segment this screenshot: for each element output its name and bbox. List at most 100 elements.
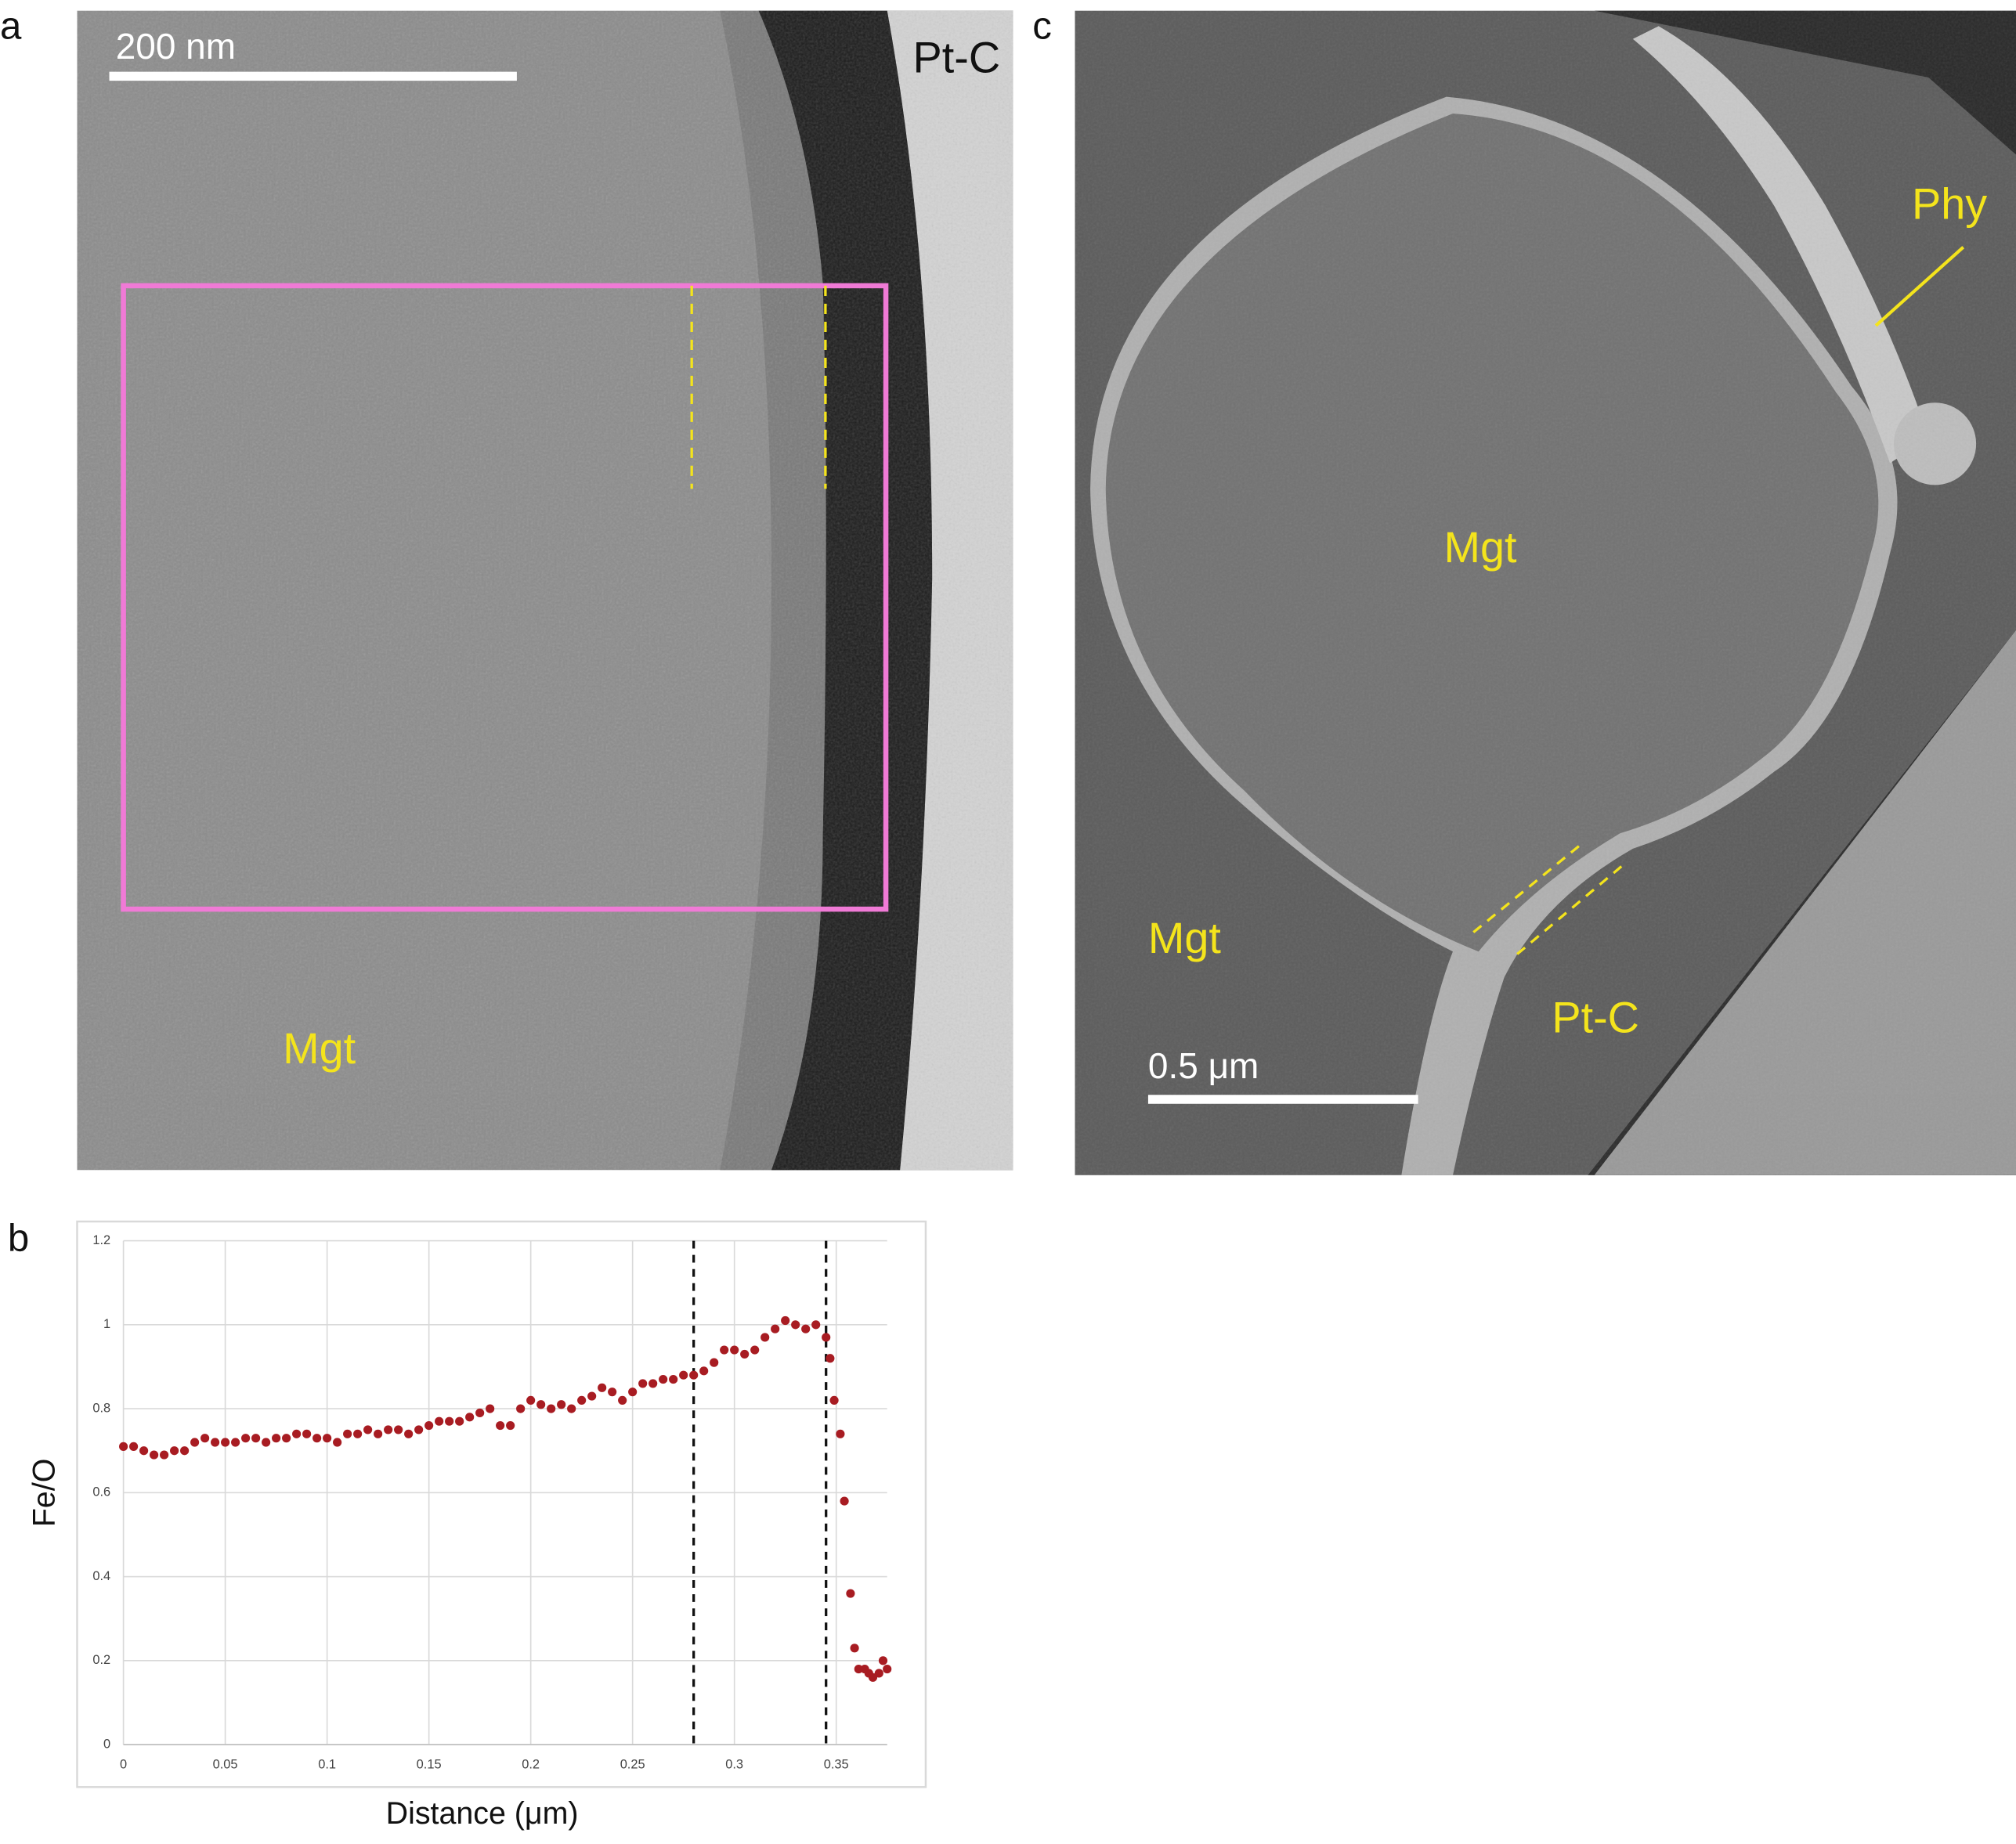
chart: 0 0.2 0.4 0.6 0.8 1 1.2 0 0.05 0.1 0.15 0.2 0.25 0.3 0… (92, 1233, 892, 1772)
data-point (699, 1366, 709, 1376)
data-point (241, 1434, 251, 1443)
data-point (496, 1420, 505, 1431)
data-point (333, 1438, 342, 1447)
data-point (547, 1404, 556, 1413)
data-point (618, 1395, 627, 1405)
data-point (180, 1446, 190, 1456)
data-point (262, 1438, 271, 1447)
data-point (577, 1395, 587, 1405)
data-point (211, 1438, 220, 1447)
data-point (475, 1408, 485, 1418)
data-point (455, 1416, 464, 1426)
data-point (874, 1669, 883, 1678)
x-tick-label: 0.15 (417, 1758, 442, 1772)
data-point (854, 1665, 863, 1674)
data-point (638, 1379, 648, 1388)
data-point (282, 1434, 291, 1443)
data-point (669, 1374, 678, 1384)
region-label: Mgt (1148, 913, 1222, 962)
data-point (649, 1379, 658, 1388)
data-point (506, 1420, 515, 1431)
data-point (801, 1324, 811, 1333)
data-point (720, 1345, 729, 1355)
data-point (846, 1589, 855, 1598)
data-point (689, 1370, 699, 1380)
data-point (850, 1644, 859, 1653)
data-point (363, 1425, 373, 1434)
data-point (598, 1383, 607, 1392)
data-point (323, 1434, 332, 1443)
data-point (836, 1429, 845, 1438)
scale-label: 200 nm (116, 26, 236, 67)
x-tick-label: 0 (120, 1758, 127, 1772)
data-point (868, 1673, 878, 1682)
y-tick-label: 1.2 (92, 1233, 110, 1247)
x-axis-title: Distance (μm) (386, 1796, 579, 1831)
data-point (445, 1416, 454, 1426)
data-point (883, 1665, 892, 1674)
data-point (139, 1446, 149, 1456)
data-point (826, 1354, 835, 1363)
data-point (465, 1413, 475, 1422)
x-tick-label: 0.35 (824, 1758, 849, 1772)
data-point (404, 1429, 414, 1438)
profile-line (1516, 864, 1624, 955)
data-point (119, 1442, 128, 1451)
data-point (414, 1425, 424, 1434)
panel-label: c (1032, 5, 1052, 48)
scale-label: 0.5 μm (1148, 1045, 1259, 1086)
data-point (313, 1434, 322, 1443)
data-point (150, 1450, 159, 1460)
data-point (201, 1434, 210, 1443)
y-tick-label: 0.6 (92, 1485, 110, 1499)
data-point (160, 1450, 169, 1460)
data-point (435, 1416, 444, 1426)
data-point (221, 1438, 230, 1447)
x-tick-label: 0.25 (620, 1758, 645, 1772)
y-tick-label: 0.4 (92, 1569, 110, 1583)
data-point (486, 1404, 495, 1413)
data-point (608, 1388, 617, 1397)
panel-label: b (8, 1217, 29, 1260)
x-tick-label: 0.1 (318, 1758, 336, 1772)
data-point (302, 1429, 312, 1438)
region-label: Mgt (1443, 522, 1517, 572)
x-tick-label: 0.05 (213, 1758, 238, 1772)
y-tick-label: 1 (103, 1317, 110, 1331)
y-axis-title: Fe/O (27, 1459, 62, 1528)
data-point (292, 1429, 302, 1438)
region-label: Pt-C (913, 32, 1001, 81)
data-point (425, 1420, 434, 1431)
y-tick-label: 0.8 (92, 1401, 110, 1415)
panel-label: a (0, 5, 22, 48)
region-label: Mgt (283, 1023, 356, 1073)
micrograph-c (1075, 10, 2016, 1175)
data-point (628, 1388, 638, 1397)
profile-line (1472, 845, 1580, 933)
data-point (659, 1374, 668, 1384)
data-point (878, 1656, 888, 1665)
data-point (374, 1429, 383, 1438)
data-point (129, 1442, 139, 1451)
data-point (251, 1434, 261, 1443)
data-point (526, 1395, 536, 1405)
data-point (353, 1429, 363, 1438)
roi-box (121, 283, 889, 912)
data-point (710, 1358, 719, 1367)
micrograph-a (77, 10, 1013, 1171)
data-point (811, 1320, 821, 1330)
y-tick-label: 0.2 (92, 1653, 110, 1667)
data-point (761, 1333, 770, 1342)
region-label: Pt-C (1552, 993, 1639, 1042)
data-point (740, 1349, 750, 1359)
data-point (272, 1434, 281, 1443)
data-point (231, 1438, 240, 1447)
data-point (750, 1345, 760, 1355)
data-point (557, 1400, 566, 1409)
data-point (730, 1345, 739, 1355)
x-tick-label: 0.2 (522, 1758, 540, 1772)
data-point (771, 1324, 780, 1333)
x-tick-label: 0.3 (725, 1758, 743, 1772)
leader-line (1874, 246, 1965, 327)
